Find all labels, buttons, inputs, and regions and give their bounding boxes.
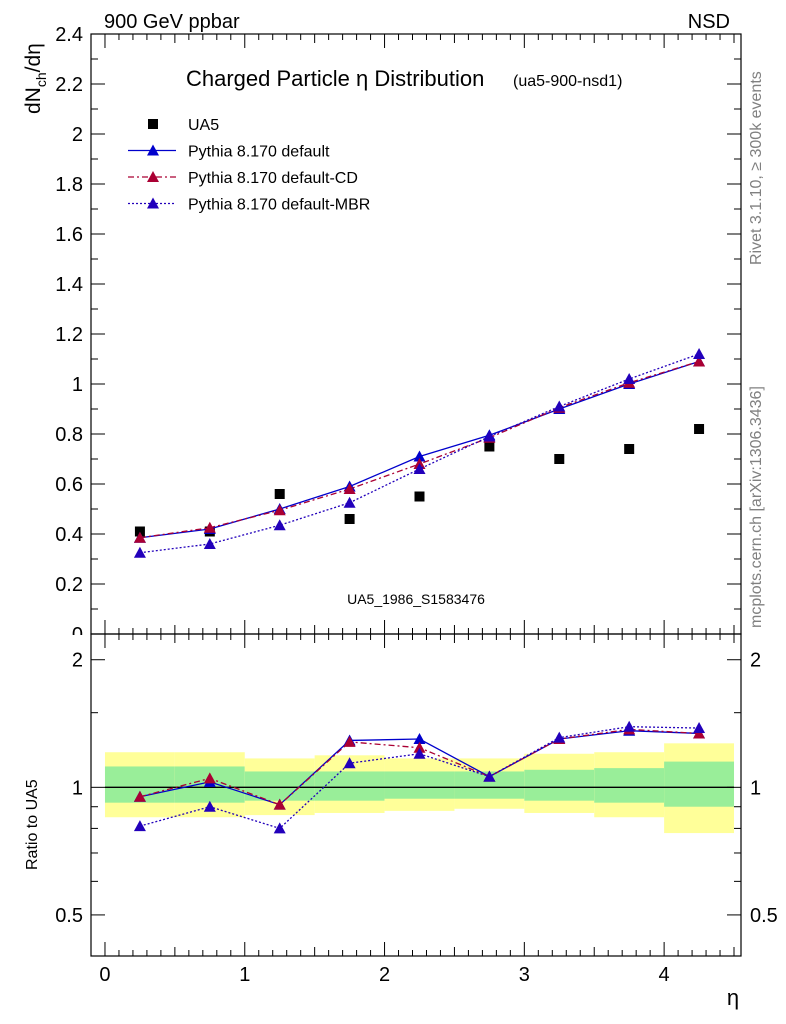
legend-marker-2 bbox=[147, 171, 159, 182]
main-plot-area bbox=[133, 348, 706, 558]
ratio-marker-2 bbox=[623, 720, 636, 732]
legend-marker-1 bbox=[147, 144, 159, 156]
ratio-ytick-label-right: 1 bbox=[750, 777, 761, 799]
ua5-data-point bbox=[344, 514, 355, 524]
mc-marker-2 bbox=[273, 504, 286, 516]
ua5-data-point bbox=[554, 454, 565, 464]
chart-subtitle: (ua5-900-nsd1) bbox=[513, 73, 622, 90]
chart-title: Charged Particle η Distribution bbox=[186, 66, 484, 91]
analysis-watermark: UA5_1986_S1583476 bbox=[347, 591, 485, 607]
header-left: 900 GeV ppbar bbox=[104, 11, 240, 33]
main-ytick-label: 2.2 bbox=[55, 74, 83, 96]
uncertainty-band-green bbox=[384, 771, 455, 799]
ratio-xtick-label: 1 bbox=[239, 964, 250, 986]
ratio-line-2 bbox=[139, 726, 700, 830]
main-x-ticks bbox=[104, 34, 735, 634]
mc-line-2 bbox=[139, 360, 700, 539]
ratio-marker-1 bbox=[203, 772, 216, 784]
ratio-marker-2 bbox=[693, 722, 706, 734]
ratio-marker-2 bbox=[413, 747, 426, 759]
legend-label-2: Pythia 8.170 default-CD bbox=[188, 170, 358, 187]
ratio-frame bbox=[90, 633, 742, 957]
mc-marker-3 bbox=[623, 373, 636, 384]
ratio-ytick-label-right: 0.5 bbox=[750, 905, 778, 927]
ratio-marker-1 bbox=[343, 735, 356, 747]
uncertainty-band-green bbox=[524, 769, 595, 801]
mc-marker-2 bbox=[203, 521, 216, 533]
x-axis-label: η bbox=[727, 985, 739, 1010]
main-ytick-label: 2.4 bbox=[55, 24, 83, 46]
ratio-marker-2 bbox=[553, 731, 566, 743]
main-ytick-label: 2 bbox=[72, 124, 83, 146]
ratio-marker-2 bbox=[203, 800, 216, 812]
ratio-x-axis: 0 1 2 3 4 bbox=[99, 634, 735, 986]
mc-marker-3 bbox=[273, 519, 286, 531]
mc-marker-2 bbox=[133, 531, 146, 543]
legend-marker-3 bbox=[147, 197, 159, 209]
zero-label-mask bbox=[63, 635, 89, 645]
ratio-y-axis: 0.5 0.5 1 1 2 2 bbox=[55, 650, 778, 927]
mc-marker-3 bbox=[413, 463, 426, 474]
mc-marker-3 bbox=[343, 496, 356, 508]
mc-marker-1 bbox=[413, 450, 426, 462]
main-ytick-label: 1.2 bbox=[55, 324, 83, 346]
ratio-marker-2 bbox=[133, 820, 146, 832]
mc-marker-2 bbox=[693, 355, 706, 367]
main-ytick-label: 1.8 bbox=[55, 174, 83, 196]
ratio-xtick-label: 3 bbox=[519, 964, 530, 986]
ratio-xtick-label: 2 bbox=[379, 964, 390, 986]
legend-label-0: UA5 bbox=[188, 117, 219, 134]
mc-marker-2 bbox=[343, 483, 356, 494]
main-panel: 0.20.40.60.811.21.41.61.822.22.40 Charge… bbox=[22, 24, 742, 646]
ratio-marker-1 bbox=[413, 741, 426, 753]
ratio-ytick-label-right: 2 bbox=[750, 650, 761, 672]
ua5-data-point bbox=[484, 441, 495, 452]
ratio-ytick-label: 1 bbox=[72, 777, 83, 799]
ua5-data-point bbox=[624, 444, 635, 454]
ratio-marker-2 bbox=[483, 770, 496, 782]
ua5-data-point bbox=[134, 526, 145, 537]
ratio-ytick-label: 2 bbox=[72, 650, 83, 672]
main-y-axis-label: dNch/dη bbox=[22, 43, 49, 114]
main-ytick-label: 0.8 bbox=[55, 424, 83, 446]
legend-marker-ua5 bbox=[148, 119, 158, 129]
ua5-data-point bbox=[694, 424, 705, 434]
main-y-axis: 0.20.40.60.811.21.41.61.822.22.40 bbox=[55, 24, 741, 646]
ratio-y-axis-label: Ratio to UA5 bbox=[24, 779, 41, 870]
mc-marker-3 bbox=[203, 538, 216, 549]
main-ytick-label: 1.6 bbox=[55, 224, 83, 246]
ratio-marker-2 bbox=[343, 757, 356, 769]
ratio-marker-1 bbox=[133, 790, 146, 802]
main-ytick-label: 0.2 bbox=[55, 574, 83, 596]
uncertainty-band-green bbox=[314, 771, 385, 801]
ua5-data-point bbox=[274, 489, 285, 499]
main-ytick-label: 0.6 bbox=[55, 474, 83, 496]
ratio-xtick-label: 4 bbox=[659, 964, 670, 986]
mc-marker-3 bbox=[693, 348, 706, 359]
ratio-panel: 0.5 0.5 1 1 2 2 0 1 2 3 4 Ratio to UA5 η bbox=[24, 633, 778, 1010]
ratio-marker-2 bbox=[273, 822, 286, 834]
legend: UA5 Pythia 8.170 default Pythia 8.170 defa… bbox=[128, 117, 370, 214]
ratio-plot-area bbox=[104, 720, 735, 834]
main-ytick-label: 0.4 bbox=[55, 524, 83, 546]
mc-marker-3 bbox=[133, 546, 146, 558]
ratio-xtick-label: 0 bbox=[99, 964, 110, 986]
ratio-ytick-label: 0.5 bbox=[55, 905, 83, 927]
ratio-marker-0 bbox=[413, 733, 426, 745]
ua5-data-point bbox=[414, 491, 425, 502]
mc-marker-3 bbox=[553, 400, 566, 412]
main-ytick-label: 1.4 bbox=[55, 274, 83, 296]
ratio-marker-1 bbox=[273, 798, 286, 810]
header-right: NSD bbox=[688, 11, 730, 33]
mcplots-label: mcplots.cern.ch [arXiv:1306.3436] bbox=[748, 386, 765, 628]
legend-label-1: Pythia 8.170 default bbox=[188, 144, 330, 161]
main-ytick-label: 1 bbox=[72, 374, 83, 396]
mc-marker-3 bbox=[483, 430, 496, 442]
rivet-label: Rivet 3.1.10, ≥ 300k events bbox=[748, 71, 765, 265]
legend-label-3: Pythia 8.170 default-MBR bbox=[188, 197, 370, 214]
uncertainty-band-green bbox=[594, 768, 665, 803]
uncertainty-band-green bbox=[664, 761, 735, 807]
